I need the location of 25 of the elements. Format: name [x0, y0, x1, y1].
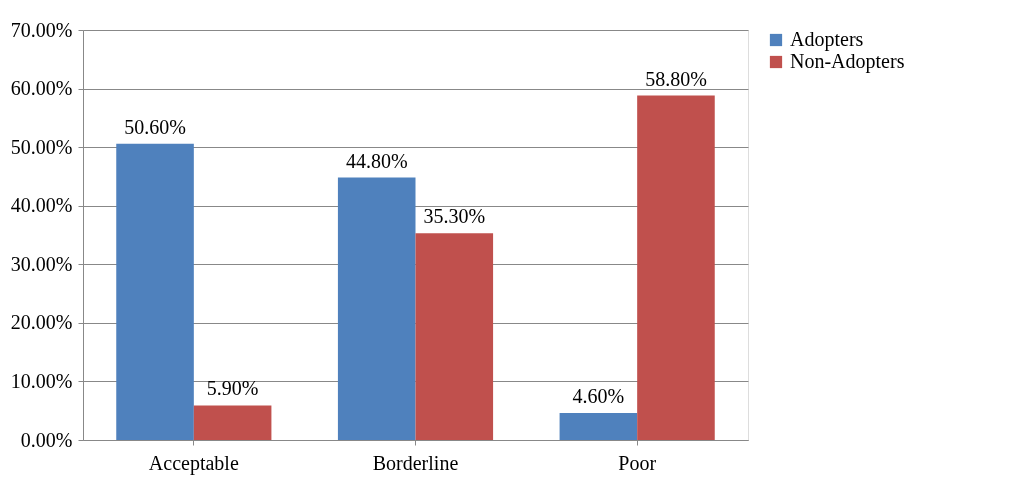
- x-tick-label: Borderline: [372, 451, 459, 474]
- bar: [415, 233, 494, 440]
- data-label: 50.60%: [124, 115, 186, 138]
- y-tick-label: 50.00%: [10, 135, 73, 158]
- y-tick-label: 20.00%: [10, 311, 73, 334]
- bar: [637, 95, 715, 440]
- y-tick-label: 60.00%: [10, 77, 73, 100]
- y-tick-label: 0.00%: [20, 428, 73, 451]
- x-tick-label: Acceptable: [148, 451, 239, 475]
- y-tick-label: 70.00%: [10, 18, 73, 41]
- y-tick-label: 10.00%: [10, 369, 73, 392]
- x-tick-label: Poor: [618, 451, 657, 474]
- data-label: 44.80%: [345, 149, 408, 172]
- legend-label: Adopters: [790, 28, 864, 51]
- data-label: 4.60%: [572, 385, 625, 408]
- y-tick-label: 40.00%: [10, 194, 73, 217]
- y-tick-label: 30.00%: [10, 252, 73, 275]
- bar: [193, 405, 272, 440]
- data-label: 58.80%: [645, 67, 707, 90]
- data-label: 35.30%: [423, 205, 486, 228]
- bar: [116, 143, 194, 440]
- bar: [559, 413, 638, 440]
- data-label: 5.90%: [206, 377, 259, 400]
- bar: [337, 177, 416, 440]
- legend-label: Non-Adopters: [790, 50, 905, 73]
